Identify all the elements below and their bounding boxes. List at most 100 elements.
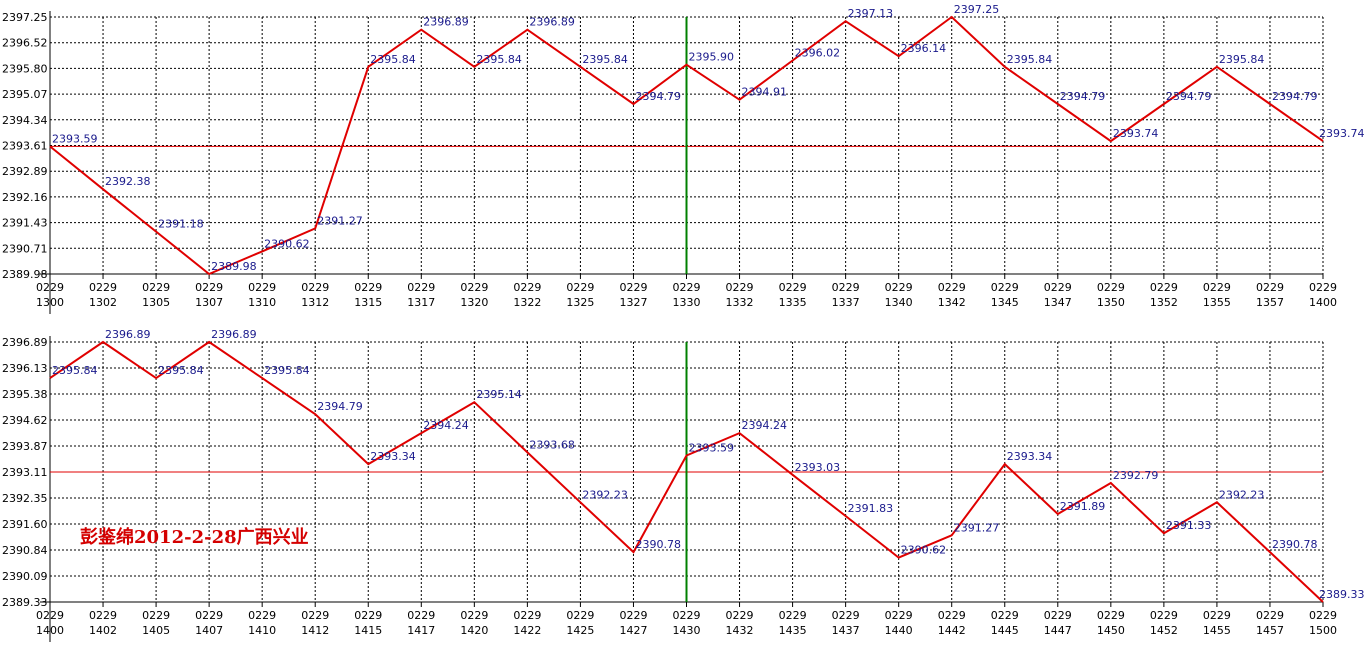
data-point-label: 2390.78 — [635, 538, 681, 551]
data-point-label: 2395.84 — [158, 364, 204, 377]
y-tick-label: 2389.33 — [2, 596, 48, 609]
series-line — [49, 340, 1324, 603]
x-tick-date: 0229 — [195, 609, 223, 622]
x-tick-time: 1305 — [142, 296, 170, 309]
x-tick-time: 1447 — [1044, 624, 1072, 637]
data-point-label: 2395.84 — [370, 53, 416, 66]
data-point-label: 2393.34 — [370, 450, 416, 463]
x-tick-date: 0229 — [726, 609, 754, 622]
y-tick-label: 2396.89 — [2, 336, 48, 349]
data-point-label: 2391.83 — [848, 502, 894, 515]
x-tick-date: 0229 — [1044, 609, 1072, 622]
data-point-label: 2394.91 — [742, 86, 788, 99]
y-tick-label: 2392.35 — [2, 492, 48, 505]
x-tick-date: 0229 — [991, 281, 1019, 294]
x-tick-time: 1500 — [1309, 624, 1337, 637]
x-tick-time: 1312 — [301, 296, 329, 309]
data-point-label: 2396.89 — [211, 328, 257, 341]
x-tick-time: 1415 — [354, 624, 382, 637]
data-point-label: 2396.89 — [529, 16, 575, 29]
y-tick-label: 2393.87 — [2, 440, 48, 453]
x-tick-time: 1335 — [779, 296, 807, 309]
x-tick-time: 1400 — [1309, 296, 1337, 309]
x-tick-time: 1350 — [1097, 296, 1125, 309]
data-point-label: 2395.84 — [582, 53, 628, 66]
y-tick-label: 2391.60 — [2, 518, 48, 531]
x-tick-time: 1302 — [89, 296, 117, 309]
y-tick-label: 2390.84 — [2, 544, 48, 557]
y-tick-label: 2389.98 — [2, 268, 48, 281]
x-tick-date: 0229 — [673, 609, 701, 622]
x-tick-time: 1410 — [248, 624, 276, 637]
x-tick-date: 0229 — [885, 609, 913, 622]
data-point-label: 2395.14 — [476, 388, 522, 401]
x-tick-date: 0229 — [832, 609, 860, 622]
x-tick-time: 1340 — [885, 296, 913, 309]
data-point-label: 2393.74 — [1319, 127, 1365, 140]
series-line — [49, 15, 1324, 276]
y-tick-label: 2393.11 — [2, 466, 48, 479]
x-tick-time: 1440 — [885, 624, 913, 637]
panel-upper: 2397.25 2396.52 2395.80 2395.07 2394.34 2393.… — [2, 3, 1365, 314]
data-point-label: 2390.62 — [264, 237, 310, 250]
data-point-label: 2393.59 — [689, 441, 735, 454]
x-tick-time: 1412 — [301, 624, 329, 637]
x-tick-time: 1325 — [566, 296, 594, 309]
x-tick-time: 1445 — [991, 624, 1019, 637]
data-point-label: 2393.34 — [1007, 450, 1053, 463]
data-point-label: 2393.03 — [795, 461, 841, 474]
x-tick-time: 1427 — [619, 624, 647, 637]
data-point-label: 2394.79 — [1060, 90, 1106, 103]
x-tick-date: 0229 — [301, 281, 329, 294]
y-tick-label: 2393.61 — [2, 140, 48, 153]
x-tick-date: 0229 — [513, 609, 541, 622]
x-tick-date: 0229 — [938, 281, 966, 294]
x-tick-time: 1400 — [36, 624, 64, 637]
x-tick-date: 0229 — [1203, 281, 1231, 294]
y-tick-label: 2394.34 — [2, 114, 48, 127]
chart-annotation: 彭鉴绵2012-2-28广西兴业 — [80, 526, 309, 548]
x-tick-date: 0229 — [1150, 609, 1178, 622]
x-tick-time: 1347 — [1044, 296, 1072, 309]
x-tick-date: 0229 — [619, 281, 647, 294]
data-point-label: 2389.98 — [211, 260, 257, 273]
x-tick-date: 0229 — [36, 609, 64, 622]
x-tick-date: 0229 — [1309, 281, 1337, 294]
x-tick-date: 0229 — [991, 609, 1019, 622]
x-tick-time: 1432 — [726, 624, 754, 637]
x-tick-time: 1337 — [832, 296, 860, 309]
x-tick-date: 0229 — [566, 281, 594, 294]
x-tick-date: 0229 — [248, 281, 276, 294]
x-tick-time: 1422 — [513, 624, 541, 637]
data-point-label: 2391.33 — [1166, 519, 1212, 532]
x-tick-date: 0229 — [1097, 281, 1125, 294]
x-tick-time: 1330 — [673, 296, 701, 309]
data-point-label: 2394.79 — [1166, 90, 1212, 103]
x-tick-time: 1317 — [407, 296, 435, 309]
data-point-label: 2391.27 — [317, 214, 363, 227]
data-point-label: 2394.79 — [635, 90, 681, 103]
data-point-label: 2395.84 — [1219, 53, 1265, 66]
x-tick-date: 0229 — [354, 281, 382, 294]
x-tick-date: 0229 — [779, 281, 807, 294]
y-tick-label: 2391.43 — [2, 217, 48, 230]
data-point-label: 2392.38 — [105, 175, 150, 188]
x-tick-date: 0229 — [460, 281, 488, 294]
x-tick-time: 1407 — [195, 624, 223, 637]
y-tick-label: 2392.89 — [2, 165, 48, 178]
data-point-label: 2393.59 — [52, 132, 98, 145]
x-tick-time: 1310 — [248, 296, 276, 309]
data-point-label: 2393.68 — [529, 438, 575, 451]
data-point-label: 2391.18 — [158, 218, 204, 231]
x-tick-date: 0229 — [89, 609, 117, 622]
x-tick-date: 0229 — [248, 609, 276, 622]
y-tick-label: 2390.09 — [2, 570, 48, 583]
y-tick-label: 2396.52 — [2, 37, 48, 50]
y-tick-label: 2397.25 — [2, 11, 48, 24]
data-point-label: 2391.27 — [954, 521, 1000, 534]
x-tick-time: 1345 — [991, 296, 1019, 309]
x-tick-time: 1452 — [1150, 624, 1178, 637]
x-tick-time: 1332 — [726, 296, 754, 309]
data-point-label: 2394.24 — [423, 419, 469, 432]
x-tick-time: 1320 — [460, 296, 488, 309]
